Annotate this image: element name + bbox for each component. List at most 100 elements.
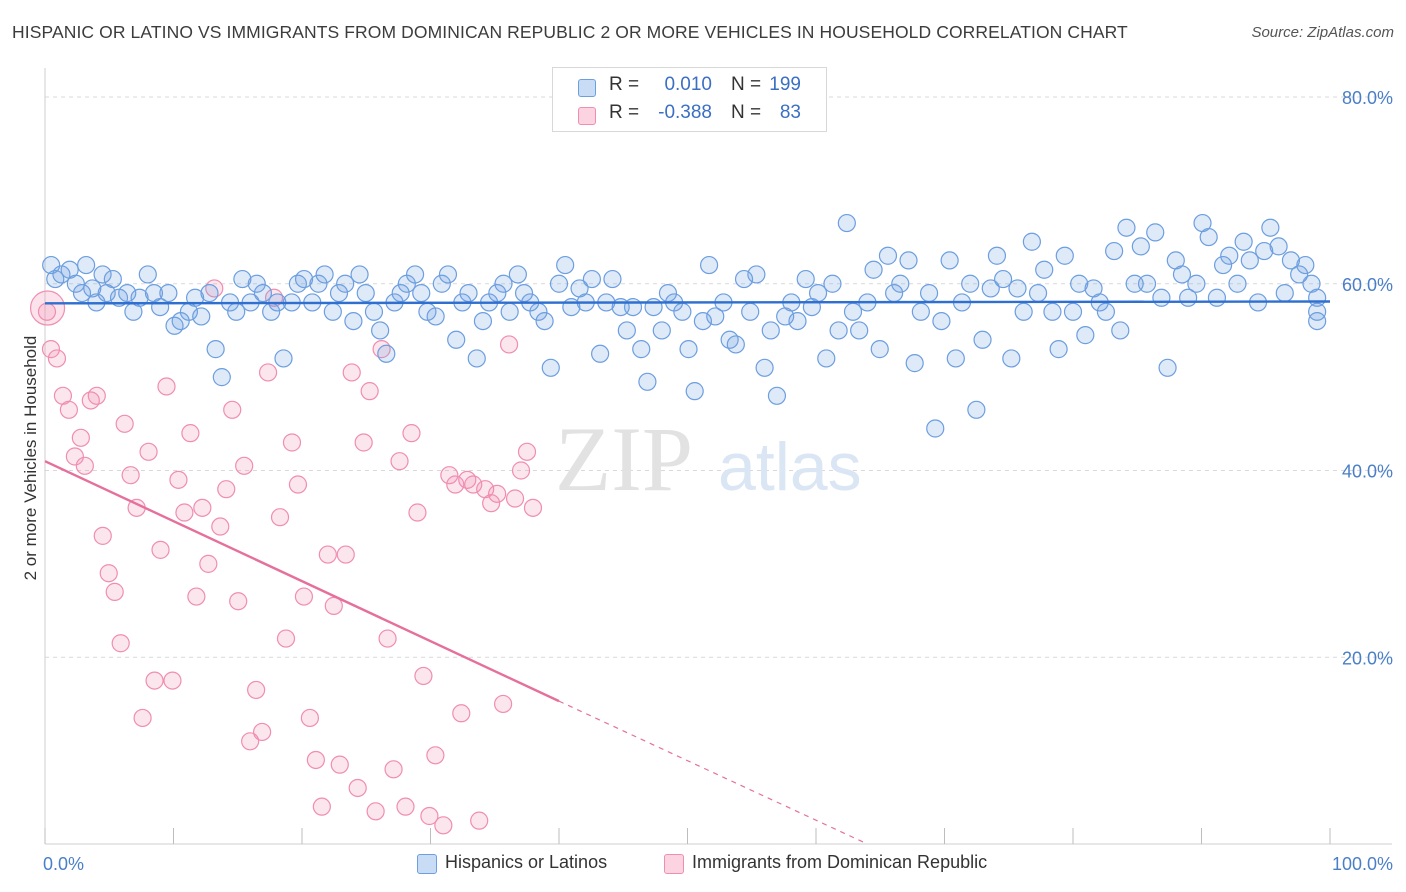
hispanic-point bbox=[315, 265, 334, 284]
dominican-point bbox=[121, 466, 140, 485]
dominican-point bbox=[65, 447, 84, 466]
hispanic-point bbox=[1187, 274, 1206, 293]
dominican-point bbox=[294, 587, 314, 606]
dominican-point bbox=[41, 340, 61, 359]
hispanic-point bbox=[864, 260, 883, 279]
dominican-point bbox=[223, 400, 242, 419]
hispanic-point bbox=[1228, 274, 1247, 293]
hispanic-point bbox=[426, 307, 445, 326]
stats-r-label: R = bbox=[609, 74, 640, 95]
hispanic-point bbox=[93, 265, 112, 284]
hispanic-point bbox=[405, 265, 425, 284]
dominican-point bbox=[99, 564, 118, 583]
hispanic-point bbox=[617, 321, 636, 340]
dominican-point bbox=[282, 433, 302, 452]
stats-r-label: R = bbox=[609, 102, 640, 123]
hispanic-point bbox=[987, 246, 1007, 265]
hispanic-point bbox=[1290, 265, 1309, 284]
watermark-zip: ZIP bbox=[555, 408, 693, 510]
watermark: ZIP atlas bbox=[555, 408, 862, 510]
stats-n-label: N = bbox=[731, 74, 762, 95]
dominican-point bbox=[348, 778, 367, 798]
dominican-point bbox=[93, 526, 112, 545]
hispanic-point bbox=[556, 255, 575, 275]
hispanic-point bbox=[432, 274, 451, 293]
hispanic-point bbox=[1070, 274, 1089, 293]
dominican-trend-line bbox=[44, 460, 560, 703]
hispanic-point bbox=[823, 274, 842, 293]
dominican-point bbox=[499, 335, 519, 354]
dominican-point bbox=[29, 290, 66, 326]
hispanic-point bbox=[1308, 312, 1327, 331]
dominican-point bbox=[175, 503, 194, 522]
y-tick-label: 20.0% bbox=[1342, 648, 1393, 668]
dominican-point bbox=[258, 363, 278, 382]
x-tick-label: 0.0% bbox=[43, 854, 84, 874]
hispanic-point bbox=[294, 269, 314, 289]
dominican-point bbox=[360, 382, 379, 401]
hispanic-point bbox=[761, 321, 780, 340]
hispanic-point bbox=[1172, 265, 1192, 284]
hispanic-point bbox=[1131, 237, 1150, 256]
dominican-point bbox=[523, 498, 543, 517]
hispanic-point bbox=[1014, 302, 1033, 321]
y-tick-label: 80.0% bbox=[1342, 88, 1393, 108]
hispanic-point bbox=[940, 251, 959, 270]
hispanic-point bbox=[623, 297, 643, 317]
dominican-point bbox=[157, 377, 176, 396]
y-tick-label: 40.0% bbox=[1342, 462, 1393, 482]
dominican-point bbox=[511, 461, 531, 480]
hispanic-point bbox=[706, 307, 725, 326]
hispanic-point bbox=[652, 321, 671, 340]
hispanic-point bbox=[192, 307, 211, 326]
hispanic-point bbox=[66, 274, 85, 293]
dominican-point bbox=[464, 475, 483, 494]
hispanic-point bbox=[103, 269, 122, 289]
chart-title: HISPANIC OR LATINO VS IMMIGRANTS FROM DO… bbox=[12, 22, 1128, 42]
hispanic-point bbox=[973, 330, 992, 349]
y-tick-label: 60.0% bbox=[1342, 275, 1393, 295]
dominican-point bbox=[151, 540, 170, 559]
hispanic-point bbox=[755, 358, 774, 377]
hispanic-point bbox=[919, 283, 939, 303]
hispanic-point bbox=[638, 372, 657, 391]
hispanic-point bbox=[77, 255, 96, 275]
dominican-point bbox=[505, 489, 525, 508]
hispanic-point bbox=[1275, 283, 1294, 303]
dominican-point bbox=[488, 484, 507, 503]
hispanic-point bbox=[932, 312, 951, 331]
dominican-point bbox=[446, 475, 465, 494]
hispanic-point bbox=[1158, 358, 1177, 377]
hispanic-point bbox=[541, 358, 560, 377]
hispanic-point bbox=[1302, 274, 1321, 293]
y-axis-title: 2 or more Vehicles in Household bbox=[21, 336, 40, 581]
dominican-point bbox=[229, 592, 248, 611]
hispanic-point bbox=[1035, 260, 1054, 279]
dominican-point bbox=[384, 760, 403, 779]
hispanic-point bbox=[212, 368, 231, 387]
hispanic-point bbox=[1220, 246, 1239, 265]
hispanic-point bbox=[1096, 302, 1115, 321]
dominican-point bbox=[169, 470, 188, 489]
dominican-point bbox=[330, 755, 349, 774]
legend-label-dominican: Immigrants from Dominican Republic bbox=[692, 852, 988, 872]
dominican-point bbox=[235, 456, 254, 475]
legend-swatch-dominican bbox=[664, 854, 684, 874]
legend-swatch-hispanic bbox=[417, 854, 437, 874]
legend-item-hispanic: Hispanics or Latinos bbox=[417, 852, 657, 876]
hispanic-point bbox=[1269, 237, 1288, 256]
dominican-point bbox=[145, 671, 164, 690]
dominican-point bbox=[440, 466, 459, 485]
hispanic-point bbox=[993, 269, 1013, 289]
dominican-point bbox=[288, 475, 308, 494]
hispanic-point bbox=[1146, 223, 1165, 242]
hispanic-point bbox=[274, 349, 293, 368]
hispanic-point bbox=[1055, 246, 1074, 265]
dominican-point bbox=[408, 503, 427, 522]
dominican-point bbox=[211, 517, 230, 536]
hispanic-point bbox=[747, 265, 766, 284]
hispanic-point bbox=[356, 283, 375, 303]
hispanic-point bbox=[364, 302, 384, 321]
hispanic-point bbox=[1105, 241, 1124, 261]
hispanic-point bbox=[582, 269, 601, 289]
